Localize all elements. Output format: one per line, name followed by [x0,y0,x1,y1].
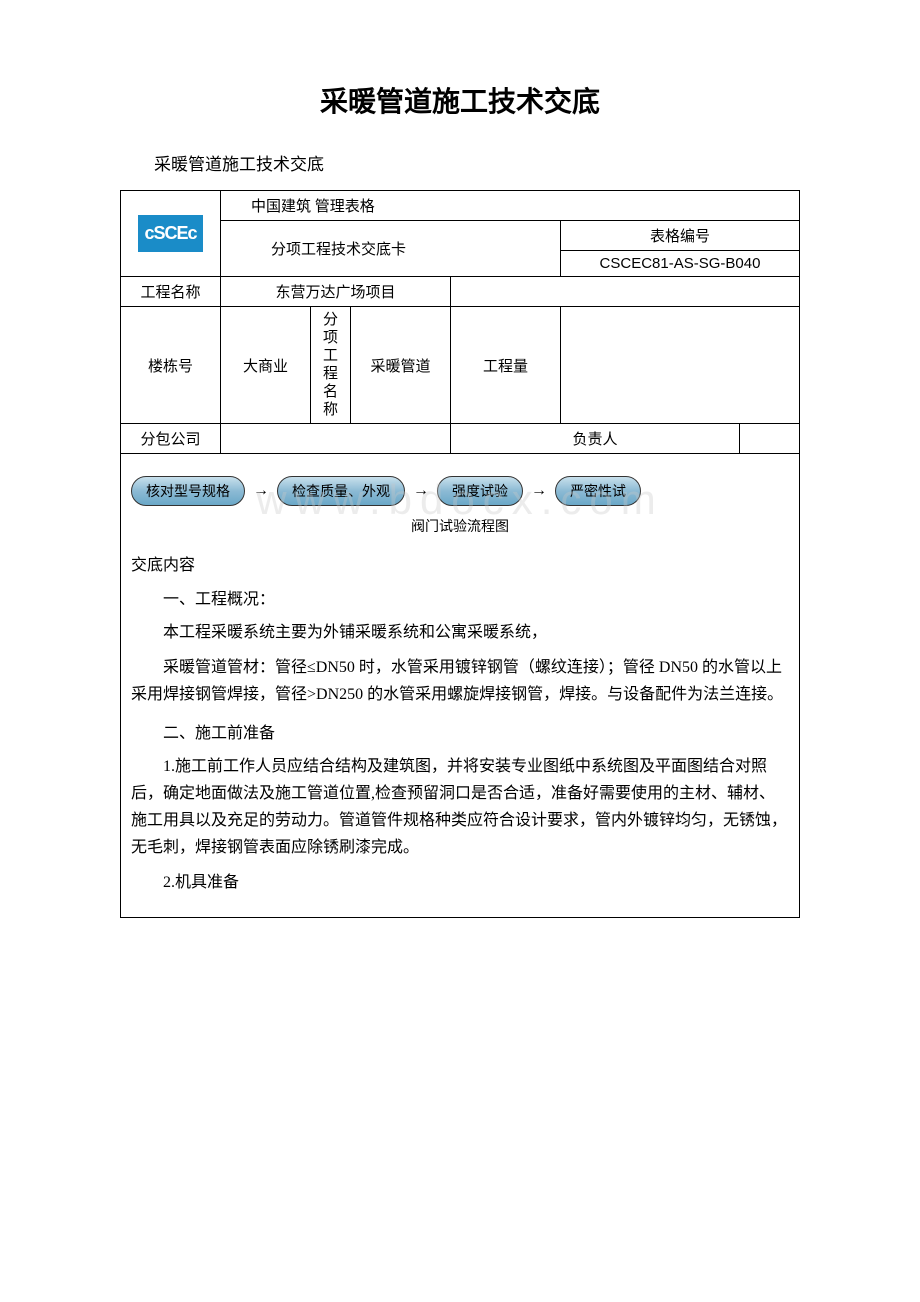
section-2-para-1: 1.施工前工作人员应结合结构及建筑图，并将安装专业图纸中系统图及平面图结合对照后… [131,753,789,862]
content-cell: www.bdocx.com 核对型号规格 → 检查质量、外观 → 强度试验 → … [121,454,800,918]
flow-step-1: 核对型号规格 [131,476,245,506]
arrow-icon: → [531,482,547,500]
flow-caption: 阀门试验流程图 [131,516,789,536]
project-name-value: 东营万达广场项目 [221,277,451,307]
subcontractor-value [221,424,451,454]
building-value: 大商业 [221,307,311,424]
project-name-label: 工程名称 [121,277,221,307]
arrow-icon: → [413,482,429,500]
document-subtitle: 采暖管道施工技术交底 [120,150,800,175]
card-name: 分项工程技术交底卡 [221,221,561,277]
logo-cell: cSCEc [121,191,221,277]
company-logo: cSCEc [138,215,202,252]
flow-step-3: 强度试验 [437,476,523,506]
subcontractor-label: 分包公司 [121,424,221,454]
section-2-para-2: 2.机具准备 [131,869,789,896]
subproject-value: 采暖管道 [351,307,451,424]
subproject-label: 分项工程名称 [311,307,351,424]
section-1-title: 一、工程概况： [131,585,789,609]
project-name-empty [451,277,800,307]
form-number-value: CSCEC81-AS-SG-B040 [561,251,800,277]
quantity-value [561,307,800,424]
quantity-label: 工程量 [451,307,561,424]
document-title: 采暖管道施工技术交底 [120,80,800,120]
responsible-label: 负责人 [451,424,740,454]
flow-step-4: 严密性试 [555,476,641,506]
building-label: 楼栋号 [121,307,221,424]
org-form-label: 中国建筑 管理表格 [221,191,800,221]
form-number-label: 表格编号 [561,221,800,251]
responsible-value [739,424,799,454]
section-1-para-1: 本工程采暖系统主要为外铺采暖系统和公寓采暖系统， [131,619,789,646]
flow-diagram: 核对型号规格 → 检查质量、外观 → 强度试验 → 严密性试 [131,476,789,506]
content-heading: 交底内容 [131,551,789,575]
form-table: cSCEc 中国建筑 管理表格 分项工程技术交底卡 表格编号 CSCEC81-A… [120,190,800,918]
section-1-para-2: 采暖管道管材：管径≤DN50 时，水管采用镀锌钢管（螺纹连接）；管径 DN50 … [131,654,789,708]
flow-step-2: 检查质量、外观 [277,476,405,506]
arrow-icon: → [253,482,269,500]
section-2-title: 二、施工前准备 [131,719,789,743]
